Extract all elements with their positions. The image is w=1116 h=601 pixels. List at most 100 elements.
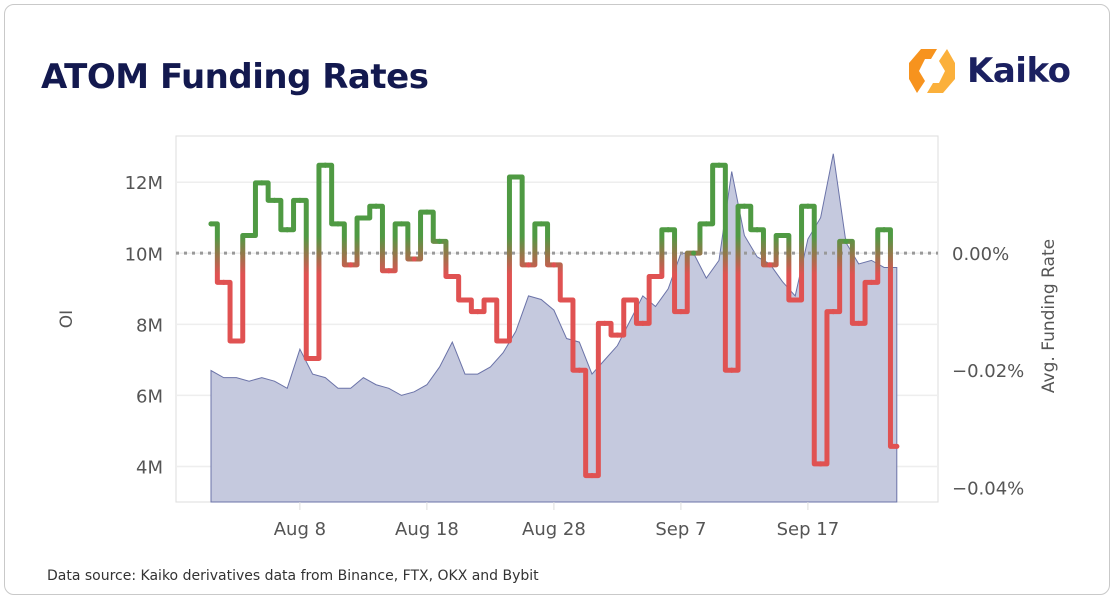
logo-text: Kaiko [967, 51, 1071, 91]
funding-rate-point [678, 309, 684, 315]
funding-rate-segment [691, 221, 709, 256]
funding-rate-point [221, 279, 227, 285]
funding-rate-point [526, 262, 531, 268]
funding-rate-point [386, 268, 392, 274]
funding-rate-segment [500, 174, 519, 344]
chart-card: ATOM Funding Rates Kaiko Data source: Ka… [4, 4, 1110, 595]
funding-rate-segment [754, 227, 773, 268]
funding-rate-point [627, 297, 633, 303]
funding-rate-segment [589, 320, 608, 479]
funding-rate-segment [805, 203, 824, 467]
funding-rate-point [322, 162, 328, 168]
funding-rate-segment [221, 279, 239, 344]
funding-rate-segment [348, 215, 366, 268]
funding-rate-segment [272, 197, 290, 233]
funding-rate-point [475, 309, 481, 315]
x-tick-label: Aug 18 [395, 519, 459, 540]
funding-rate-point [780, 233, 785, 239]
funding-rate-point [754, 227, 760, 233]
funding-rate-segment [767, 233, 785, 268]
funding-rate-point [449, 274, 455, 280]
funding-rate-point [310, 356, 316, 362]
funding-rate-point [729, 367, 735, 373]
funding-rate-point [881, 227, 887, 233]
funding-rate-point [665, 227, 671, 233]
funding-rate-point [818, 461, 824, 467]
funding-rate-point [868, 279, 874, 285]
funding-rate-point [437, 238, 443, 244]
funding-rate-point [856, 320, 862, 326]
funding-rate-point [716, 162, 722, 168]
funding-rate-segment [602, 320, 620, 338]
funding-rate-segment [614, 297, 633, 338]
funding-rate-point [576, 367, 582, 373]
x-tick-label: Aug 28 [522, 519, 586, 540]
y-right-tick-label: 0.00% [952, 244, 1009, 265]
funding-rate-point [640, 320, 646, 326]
chart-title: ATOM Funding Rates [41, 57, 429, 97]
funding-rate-point [691, 250, 697, 256]
funding-rate-point [360, 215, 366, 221]
x-tick-label: Sep 17 [777, 519, 840, 540]
funding-rate-point [500, 338, 506, 344]
funding-rate-segment [881, 227, 900, 449]
funding-rate-segment [729, 203, 747, 373]
funding-rate-point [538, 221, 544, 227]
funding-rate-segment [640, 274, 658, 326]
funding-rate-segment [475, 297, 493, 315]
funding-rate-segment [284, 197, 303, 233]
funding-rate-segment [487, 297, 506, 344]
y-left-axis-label: OI [57, 310, 77, 328]
funding-rate-point [284, 227, 290, 233]
funding-rate-segment [551, 262, 570, 303]
funding-rate-segment [386, 221, 404, 274]
funding-rate-point [411, 256, 417, 262]
funding-rate-point [487, 297, 493, 303]
data-source-note: Data source: Kaiko derivatives data from… [47, 568, 539, 584]
funding-rate-segment [437, 238, 455, 280]
funding-rate-segment [322, 162, 341, 227]
x-tick-label: Aug 8 [274, 519, 326, 540]
funding-rate-segment [259, 180, 277, 203]
funding-rate-point [335, 221, 341, 227]
funding-rate-segment [716, 162, 735, 373]
y-right-axis-label: Avg. Funding Rate [1039, 239, 1059, 393]
funding-rate-point [551, 262, 557, 268]
funding-rate-point [348, 262, 354, 268]
funding-rate-segment [868, 227, 887, 285]
funding-rate-segment [246, 180, 265, 239]
y-left-tick-label: 12M [125, 173, 163, 194]
funding-rate-segment [627, 297, 646, 326]
funding-rate-segment [373, 203, 392, 274]
funding-rate-segment [665, 227, 684, 315]
funding-rate-point [805, 203, 811, 209]
funding-rate-point [653, 274, 658, 280]
funding-rate-point [297, 197, 303, 203]
funding-rate-segment [780, 233, 798, 303]
funding-rate-point [373, 203, 379, 209]
funding-rate-point [767, 262, 773, 268]
funding-rate-segment [233, 233, 252, 344]
funding-rate-segment [360, 203, 379, 221]
funding-rate-segment [830, 238, 849, 315]
funding-rate-segment [856, 279, 874, 326]
x-tick-label: Sep 7 [655, 519, 706, 540]
funding-rate-segment [424, 209, 443, 244]
funding-rate-segment [526, 221, 544, 268]
funding-rate-segment [449, 274, 468, 303]
funding-rate-segment [513, 174, 531, 268]
funding-rate-point [259, 180, 265, 186]
funding-rate-segment [411, 209, 430, 262]
y-right-tick-label: −0.04% [952, 478, 1024, 499]
y-right-tick-label: −0.02% [952, 361, 1024, 382]
funding-rate-point [894, 443, 900, 449]
funding-rate-point [602, 320, 608, 326]
funding-rate-point [741, 203, 747, 209]
funding-rate-segment [818, 309, 836, 467]
funding-rate-point [513, 174, 519, 180]
funding-rate-point [843, 238, 849, 244]
y-left-tick-label: 10M [125, 244, 163, 265]
funding-rate-segment [335, 221, 354, 268]
funding-rate-segment [576, 367, 595, 479]
